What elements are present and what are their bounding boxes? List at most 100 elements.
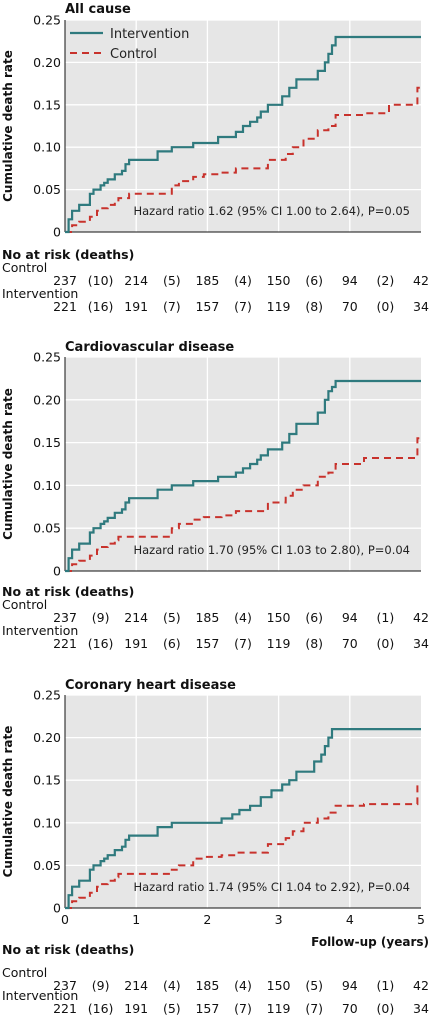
y-axis-label: Cumulative death rate <box>1 726 15 878</box>
at-risk-value: 214 <box>124 610 148 625</box>
y-tick-label: 0 <box>53 225 61 240</box>
y-tick-label: 0.15 <box>33 435 61 450</box>
at-risk-value: 214 <box>124 273 148 288</box>
at-risk-value: (8) <box>305 299 323 314</box>
at-risk-value: 150 <box>267 978 291 993</box>
at-risk-value: 237 <box>53 978 77 993</box>
y-tick-label: 0.25 <box>33 688 61 703</box>
at-risk-value: 221 <box>53 299 77 314</box>
y-tick-label: 0 <box>53 901 61 916</box>
x-tick-label: 4 <box>346 912 354 927</box>
at-risk-value: (9) <box>92 610 110 625</box>
at-risk-value: (7) <box>305 1001 323 1016</box>
at-risk-value: 191 <box>124 1001 148 1016</box>
y-tick-label: 0.10 <box>33 140 61 155</box>
y-tick-label: 0.15 <box>33 773 61 788</box>
plot-background <box>65 695 421 908</box>
y-tick-label: 0.15 <box>33 97 61 112</box>
at-risk-value: (5) <box>163 610 181 625</box>
at-risk-value: (1) <box>377 610 395 625</box>
at-risk-value: 34 <box>413 299 429 314</box>
at-risk-value: 70 <box>342 1001 358 1016</box>
at-risk-value: (4) <box>234 610 252 625</box>
x-axis-label: Follow-up (years) <box>311 935 429 949</box>
at-risk-value: 237 <box>53 273 77 288</box>
at-risk-value: (6) <box>163 636 181 651</box>
at-risk-value: 185 <box>195 978 219 993</box>
at-risk-value: (4) <box>234 978 252 993</box>
at-risk-value: 70 <box>342 636 358 651</box>
at-risk-value: (7) <box>234 1001 252 1016</box>
at-risk-value: (5) <box>163 273 181 288</box>
hazard-ratio-annotation: Hazard ratio 1.70 (95% CI 1.03 to 2.80),… <box>133 543 410 557</box>
y-tick-label: 0.05 <box>33 182 61 197</box>
at-risk-value: 42 <box>413 273 429 288</box>
legend-label-intervention: Intervention <box>110 27 189 42</box>
at-risk-value: 94 <box>342 978 358 993</box>
x-tick-label: 3 <box>275 912 283 927</box>
at-risk-value: 150 <box>267 273 291 288</box>
at-risk-value: 157 <box>195 636 219 651</box>
hazard-ratio-annotation: Hazard ratio 1.74 (95% CI 1.04 to 2.92),… <box>133 880 410 894</box>
at-risk-value: 70 <box>342 299 358 314</box>
at-risk-table: No at risk (deaths)Control 237 (10) 214 (5) 1… <box>2 247 429 314</box>
panel-2: Cardiovascular disease 0 0.05 0.10 0.15 0.20 0… <box>1 340 429 651</box>
at-risk-value: 119 <box>267 299 291 314</box>
at-risk-table: No at risk (deaths) Control 237 (9) 214 (4) 18… <box>2 942 429 1016</box>
at-risk-value: 185 <box>195 610 219 625</box>
series-intervention-line <box>65 728 421 910</box>
at-risk-value: (0) <box>377 299 395 314</box>
at-risk-value: 119 <box>267 636 291 651</box>
at-risk-value: 119 <box>267 1001 291 1016</box>
legend: Intervention Control <box>70 27 189 62</box>
at-risk-table: No at risk (deaths)Control 237 (9) 214 (5) 18… <box>2 584 429 651</box>
at-risk-value: (7) <box>163 299 181 314</box>
panel-3: Coronary heart disease 0 0.05 0.10 0.15 0.20 0… <box>1 678 429 1016</box>
at-risk-value: 94 <box>342 610 358 625</box>
at-risk-value: 191 <box>124 636 148 651</box>
at-risk-value: (7) <box>234 636 252 651</box>
panel-title: All cause <box>65 2 131 17</box>
series-intervention-line <box>65 379 421 573</box>
at-risk-value: (5) <box>163 1001 181 1016</box>
at-risk-value: (2) <box>377 273 395 288</box>
at-risk-value: (6) <box>305 273 323 288</box>
at-risk-group-label: Intervention <box>2 623 78 638</box>
at-risk-group-label: Control <box>2 260 47 275</box>
panel-1: All cause 0 0.05 0.10 0.15 0.20 0.25 Cumulative… <box>1 2 429 314</box>
series-control-line <box>65 86 421 233</box>
at-risk-value: (4) <box>163 978 181 993</box>
at-risk-value: (8) <box>305 636 323 651</box>
at-risk-value: (1) <box>377 978 395 993</box>
at-risk-value: (9) <box>92 978 110 993</box>
at-risk-value: (10) <box>88 273 114 288</box>
x-tick-label: 5 <box>417 912 425 927</box>
plot-background <box>65 357 421 571</box>
at-risk-group-label: Control <box>2 965 47 980</box>
at-risk-group-label: Intervention <box>2 286 78 301</box>
legend-label-control: Control <box>110 47 157 62</box>
at-risk-value: (7) <box>234 299 252 314</box>
hazard-ratio-annotation: Hazard ratio 1.62 (95% CI 1.00 to 2.64),… <box>133 204 410 218</box>
y-tick-label: 0.05 <box>33 858 61 873</box>
at-risk-value: (16) <box>88 299 114 314</box>
at-risk-value: 42 <box>413 978 429 993</box>
at-risk-value: 42 <box>413 610 429 625</box>
at-risk-value: 214 <box>124 978 148 993</box>
y-tick-label: 0.20 <box>33 730 61 745</box>
x-tick-label: 1 <box>132 912 140 927</box>
at-risk-value: (5) <box>305 978 323 993</box>
panel-title: Coronary heart disease <box>65 678 236 693</box>
y-axis-label: Cumulative death rate <box>1 388 15 540</box>
at-risk-value: 237 <box>53 610 77 625</box>
at-risk-value: 185 <box>195 273 219 288</box>
at-risk-group-label: Intervention <box>2 988 78 1003</box>
x-tick-label: 2 <box>203 912 211 927</box>
at-risk-group-label: Control <box>2 597 47 612</box>
at-risk-title: No at risk (deaths) <box>2 584 134 599</box>
y-tick-label: 0 <box>53 564 61 579</box>
at-risk-value: 34 <box>413 1001 429 1016</box>
series-intervention-line <box>65 35 421 234</box>
panel-title: Cardiovascular disease <box>65 340 234 355</box>
at-risk-value: 157 <box>195 299 219 314</box>
